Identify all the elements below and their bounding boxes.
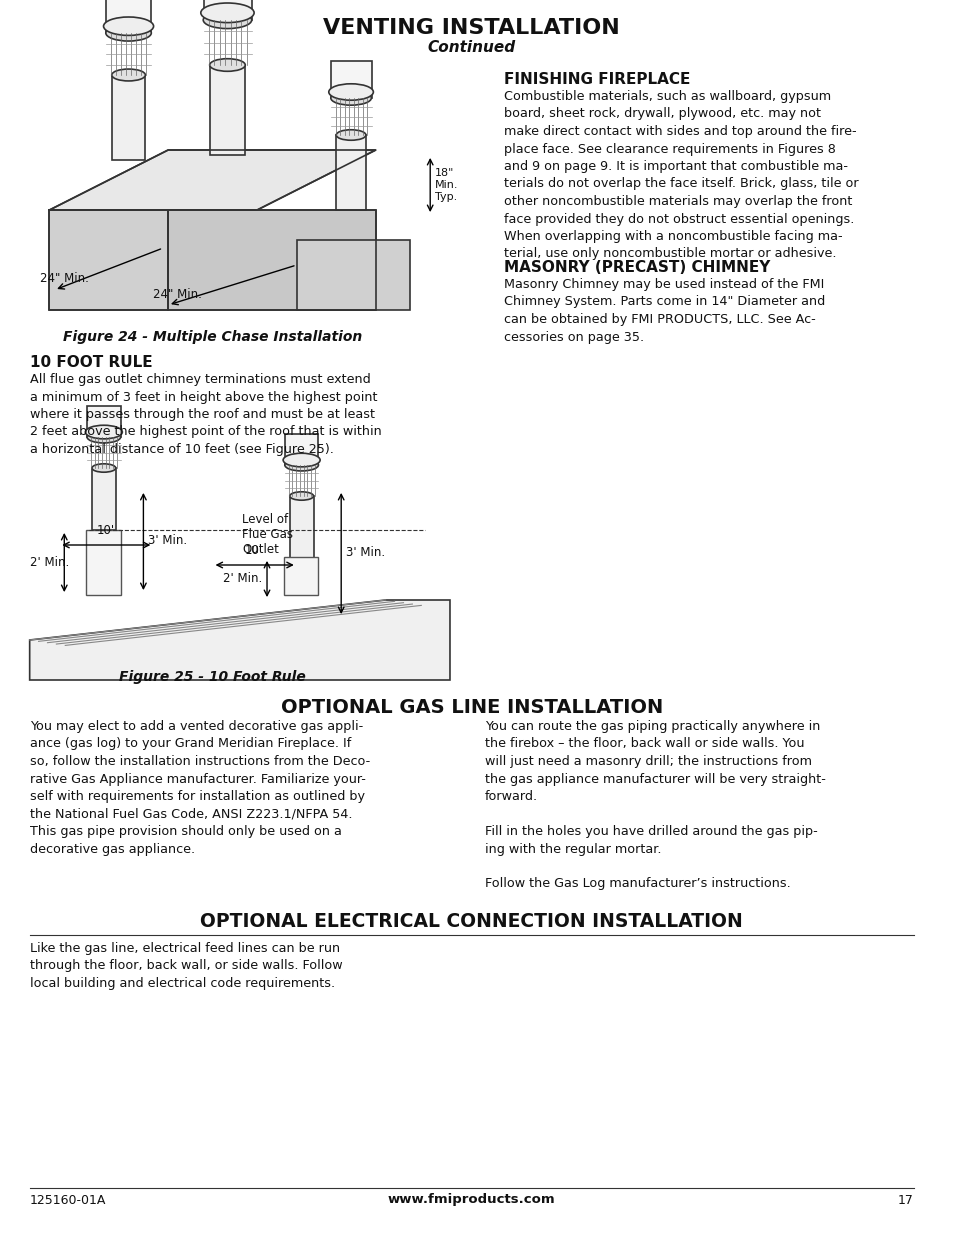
Polygon shape (50, 149, 375, 210)
Bar (335, 135, 366, 210)
Ellipse shape (200, 2, 253, 22)
Text: 24" Min.: 24" Min. (153, 289, 202, 301)
Ellipse shape (285, 459, 318, 471)
Text: OPTIONAL ELECTRICAL CONNECTION INSTALLATION: OPTIONAL ELECTRICAL CONNECTION INSTALLAT… (200, 911, 742, 931)
Text: 3' Min.: 3' Min. (346, 546, 385, 558)
Text: 10': 10' (96, 524, 114, 537)
Bar (106, 0, 152, 33)
Ellipse shape (203, 11, 252, 28)
Polygon shape (168, 210, 375, 310)
Text: Like the gas line, electrical feed lines can be run
through the floor, back wall: Like the gas line, electrical feed lines… (30, 942, 342, 990)
Text: Combustible materials, such as wallboard, gypsum
board, sheet rock, drywall, ply: Combustible materials, such as wallboard… (504, 90, 858, 261)
Text: Figure 25 - 10 Foot Rule: Figure 25 - 10 Foot Rule (119, 671, 306, 684)
Bar (331, 61, 372, 98)
Polygon shape (296, 240, 410, 310)
Text: 24" Min.: 24" Min. (39, 272, 89, 284)
Text: 10': 10' (245, 543, 263, 557)
Ellipse shape (210, 59, 245, 72)
Ellipse shape (91, 464, 115, 472)
Text: All flue gas outlet chimney terminations must extend
a minimum of 3 feet in heig: All flue gas outlet chimney terminations… (30, 373, 381, 456)
Text: MASONRY (PRECAST) CHIMNEY: MASONRY (PRECAST) CHIMNEY (504, 261, 770, 275)
Ellipse shape (290, 492, 314, 500)
Text: 2' Min.: 2' Min. (30, 556, 69, 568)
Bar (112, 75, 145, 161)
Ellipse shape (104, 17, 153, 36)
Bar (91, 468, 115, 530)
Ellipse shape (331, 91, 371, 105)
Text: Level of
Flue Gas
Outlet: Level of Flue Gas Outlet (242, 513, 293, 556)
Polygon shape (50, 210, 168, 310)
Text: 3' Min.: 3' Min. (148, 534, 188, 547)
Bar (290, 496, 314, 558)
Text: FINISHING FIREPLACE: FINISHING FIREPLACE (504, 72, 690, 86)
Ellipse shape (335, 130, 366, 141)
Text: Figure 24 - Multiple Chase Installation: Figure 24 - Multiple Chase Installation (63, 330, 362, 345)
Ellipse shape (85, 425, 122, 438)
Bar (210, 65, 245, 156)
Bar (86, 530, 120, 595)
Ellipse shape (87, 431, 120, 443)
Ellipse shape (112, 69, 145, 82)
Ellipse shape (283, 453, 320, 467)
Ellipse shape (106, 25, 152, 41)
Text: Continued: Continued (427, 41, 516, 56)
Bar (87, 406, 120, 437)
Text: 18"
Min.
Typ.: 18" Min. Typ. (435, 168, 458, 201)
Text: 125160-01A: 125160-01A (30, 1193, 106, 1207)
Bar (285, 433, 318, 466)
Text: Masonry Chimney may be used instead of the FMI
Chimney System. Parts come in 14": Masonry Chimney may be used instead of t… (504, 278, 824, 343)
Text: www.fmiproducts.com: www.fmiproducts.com (388, 1193, 555, 1207)
Text: OPTIONAL GAS LINE INSTALLATION: OPTIONAL GAS LINE INSTALLATION (280, 698, 662, 718)
Text: 17: 17 (897, 1193, 913, 1207)
Bar (204, 0, 252, 20)
Text: 2' Min.: 2' Min. (222, 572, 261, 584)
Text: You can route the gas piping practically anywhere in
the firebox – the floor, ba: You can route the gas piping practically… (484, 720, 824, 890)
Polygon shape (30, 600, 450, 680)
Ellipse shape (329, 84, 373, 100)
Text: 10 FOOT RULE: 10 FOOT RULE (30, 354, 152, 370)
Bar (284, 557, 318, 595)
Text: You may elect to add a vented decorative gas appli-
ance (gas log) to your Grand: You may elect to add a vented decorative… (30, 720, 370, 856)
Text: VENTING INSTALLATION: VENTING INSTALLATION (323, 19, 619, 38)
